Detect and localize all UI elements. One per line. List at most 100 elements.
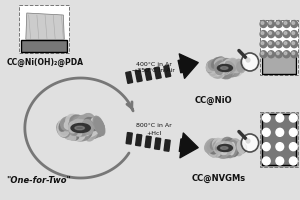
Ellipse shape [206, 60, 217, 72]
Ellipse shape [228, 148, 237, 158]
Ellipse shape [220, 63, 230, 68]
Ellipse shape [206, 61, 213, 73]
Circle shape [261, 52, 264, 55]
Circle shape [275, 31, 282, 38]
Ellipse shape [61, 117, 74, 131]
Polygon shape [154, 67, 161, 79]
FancyBboxPatch shape [260, 20, 298, 75]
Ellipse shape [237, 143, 247, 153]
Ellipse shape [89, 121, 102, 138]
Polygon shape [145, 136, 151, 148]
Ellipse shape [215, 143, 224, 150]
Ellipse shape [66, 131, 79, 140]
Ellipse shape [237, 62, 244, 72]
Ellipse shape [214, 63, 223, 75]
Ellipse shape [89, 125, 100, 138]
Ellipse shape [58, 119, 70, 137]
Ellipse shape [84, 118, 98, 131]
Ellipse shape [231, 139, 241, 149]
Ellipse shape [233, 64, 243, 74]
Text: "One-for-Two": "One-for-Two" [6, 176, 71, 185]
Ellipse shape [221, 66, 229, 74]
Text: CC@NiO: CC@NiO [195, 96, 232, 105]
Ellipse shape [217, 146, 226, 155]
Ellipse shape [212, 57, 225, 68]
Ellipse shape [59, 118, 71, 135]
Ellipse shape [224, 67, 231, 75]
Ellipse shape [73, 116, 88, 124]
Ellipse shape [68, 126, 85, 141]
Circle shape [292, 22, 295, 24]
Ellipse shape [219, 62, 227, 68]
Ellipse shape [211, 58, 221, 69]
Circle shape [268, 41, 274, 48]
Circle shape [245, 57, 250, 63]
Circle shape [268, 21, 274, 27]
Ellipse shape [72, 131, 89, 141]
Ellipse shape [77, 115, 91, 129]
Ellipse shape [93, 116, 104, 133]
Ellipse shape [217, 142, 229, 149]
Circle shape [260, 51, 267, 58]
Circle shape [269, 52, 272, 55]
Circle shape [284, 22, 287, 24]
Circle shape [269, 22, 272, 24]
Text: →350°C in Air: →350°C in Air [132, 68, 175, 73]
Ellipse shape [208, 63, 218, 76]
Ellipse shape [82, 124, 91, 134]
Ellipse shape [213, 140, 226, 149]
Ellipse shape [72, 126, 82, 136]
FancyBboxPatch shape [262, 53, 296, 74]
Ellipse shape [214, 58, 228, 67]
Ellipse shape [230, 140, 239, 150]
Ellipse shape [224, 59, 233, 66]
Ellipse shape [221, 147, 229, 153]
Ellipse shape [218, 147, 232, 158]
Circle shape [283, 31, 290, 38]
Ellipse shape [226, 61, 235, 71]
Ellipse shape [215, 61, 223, 74]
Text: +Hcl: +Hcl [146, 131, 161, 136]
Circle shape [290, 157, 297, 165]
Ellipse shape [217, 147, 228, 158]
Circle shape [262, 143, 270, 151]
Ellipse shape [208, 60, 219, 70]
Ellipse shape [220, 139, 230, 148]
Ellipse shape [224, 61, 232, 69]
Ellipse shape [207, 141, 217, 152]
Ellipse shape [216, 61, 223, 72]
Circle shape [268, 51, 274, 58]
Ellipse shape [66, 114, 79, 127]
Ellipse shape [231, 59, 241, 70]
Polygon shape [145, 69, 152, 80]
Circle shape [290, 114, 297, 122]
Ellipse shape [219, 59, 231, 68]
Ellipse shape [74, 120, 87, 130]
Ellipse shape [237, 141, 245, 153]
Circle shape [261, 42, 264, 45]
Ellipse shape [226, 67, 235, 76]
Circle shape [262, 114, 270, 122]
Ellipse shape [91, 118, 104, 131]
Circle shape [292, 32, 295, 34]
Ellipse shape [225, 148, 237, 157]
Circle shape [290, 143, 297, 151]
Ellipse shape [208, 63, 217, 75]
Circle shape [276, 157, 284, 165]
Ellipse shape [223, 148, 234, 156]
Circle shape [277, 22, 279, 24]
Ellipse shape [75, 126, 85, 130]
Ellipse shape [231, 67, 240, 76]
Ellipse shape [57, 121, 70, 137]
Ellipse shape [225, 65, 233, 74]
Ellipse shape [95, 124, 104, 137]
Ellipse shape [229, 63, 234, 73]
Ellipse shape [222, 137, 233, 147]
Ellipse shape [226, 63, 233, 72]
Ellipse shape [69, 125, 78, 135]
Ellipse shape [208, 142, 218, 154]
Circle shape [291, 41, 298, 48]
Polygon shape [154, 138, 161, 149]
Ellipse shape [211, 69, 224, 78]
Circle shape [290, 128, 297, 136]
